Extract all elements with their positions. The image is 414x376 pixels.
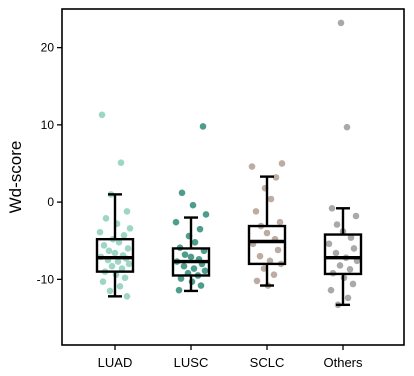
data-point (172, 218, 180, 226)
data-point (327, 286, 335, 294)
data-point (252, 208, 260, 215)
data-point (96, 228, 104, 236)
plot-frame (61, 8, 405, 346)
data-point (180, 262, 188, 270)
data-point (105, 247, 113, 255)
box (95, 237, 135, 273)
data-point (175, 286, 183, 294)
data-point (346, 266, 354, 273)
data-point (202, 211, 210, 218)
data-point (98, 111, 106, 119)
data-point (332, 249, 340, 257)
data-point (336, 262, 344, 269)
data-point (99, 278, 107, 285)
data-point (328, 204, 336, 212)
data-point (350, 245, 358, 252)
data-point (272, 174, 280, 181)
data-point (333, 221, 341, 228)
data-point (325, 240, 333, 248)
x-tick-label: Others (323, 355, 363, 370)
data-point (111, 249, 119, 257)
data-point (347, 234, 355, 241)
x-tick-label: LUAD (98, 355, 133, 370)
y-tick-label: 0 (47, 195, 54, 209)
data-point (120, 232, 128, 239)
axes: -10 0 10 20 LUAD LUSC SCLC Others (37, 8, 405, 370)
x-tick-label: SCLC (250, 355, 285, 370)
boxes (95, 175, 363, 307)
data-point (177, 275, 185, 282)
data-point (100, 242, 108, 249)
data-point (121, 274, 129, 282)
data-point (344, 294, 352, 302)
box (323, 233, 363, 276)
box (247, 224, 287, 266)
data-point (115, 238, 123, 246)
data-point (123, 293, 131, 300)
y-axis-title: Wd-score (6, 141, 25, 214)
data-point (125, 260, 133, 268)
data-point (118, 265, 126, 272)
data-point (278, 160, 286, 167)
x-tick-label: LUSC (174, 355, 209, 370)
data-point (187, 253, 195, 261)
data-point (106, 287, 114, 295)
data-point (276, 218, 284, 226)
data-point (123, 208, 131, 215)
y-tick-label: 10 (41, 118, 55, 132)
data-point (352, 212, 360, 220)
data-point (190, 265, 198, 272)
data-point (102, 215, 110, 222)
data-point (126, 225, 134, 232)
data-point (191, 238, 199, 246)
data-point (274, 246, 282, 254)
data-point (116, 282, 124, 290)
data-point (267, 195, 275, 203)
data-point (337, 19, 345, 27)
data-point (253, 277, 261, 285)
y-tick-label: 20 (41, 41, 55, 55)
jitter-points (96, 19, 361, 309)
data-point (349, 280, 357, 288)
data-point (197, 282, 205, 289)
data-point (256, 252, 264, 260)
data-point (270, 271, 278, 279)
data-point (117, 159, 125, 167)
data-point (108, 262, 116, 270)
data-point (124, 245, 132, 252)
data-point (266, 257, 274, 265)
data-point (343, 123, 351, 131)
y-tick-label: -10 (37, 272, 55, 286)
data-point (263, 229, 271, 237)
data-point (181, 251, 189, 258)
data-point (248, 163, 256, 170)
data-point (114, 258, 122, 265)
data-point (189, 201, 197, 209)
data-point (178, 189, 186, 197)
data-point (199, 123, 207, 130)
data-point (196, 225, 204, 233)
data-point (260, 265, 268, 272)
data-point (201, 267, 209, 275)
